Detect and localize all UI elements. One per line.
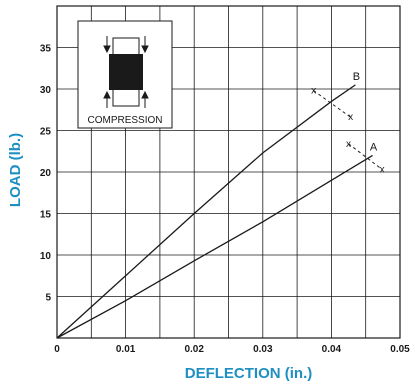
y-tick-label: 30 [40,85,52,96]
x-tick-label: 0.05 [390,344,410,355]
y-tick-label: 5 [45,293,51,304]
y-tick-label: 10 [40,251,52,262]
specimen-block [109,54,143,90]
series-label-a: A [370,141,378,153]
break-marker: x [348,112,353,123]
x-tick-label: 0 [54,344,60,355]
inset-label: COMPRESSION [87,115,162,126]
plot-frame [56,5,401,339]
marker-layer: x x x x [311,86,385,176]
ticks-layer: 0 0.01 0.02 0.03 0.04 0.05 5 10 15 20 25 30 35 [40,44,410,356]
y-tick-label: 35 [40,44,52,55]
grid [57,6,400,338]
compression-inset: COMPRESSION [77,20,173,129]
series-line-b [56,84,356,339]
y-tick-label: 25 [40,127,52,138]
series-label-b: B [353,71,360,83]
x-tick-label: 0.03 [253,344,273,355]
break-dash-line [348,143,383,170]
y-tick-label: 20 [40,168,52,179]
break-dash-line [313,90,351,118]
x-tick-label: 0.02 [184,344,204,355]
x-tick-label: 0.04 [322,344,342,355]
down-arrow-icon [103,36,149,54]
up-arrow-icon [103,90,149,108]
series-layer: AB [56,71,378,339]
break-marker: x [346,139,351,150]
break-marker: x [311,86,316,97]
y-axis-title: LOAD (lb.) [7,133,24,207]
y-tick-label: 15 [40,210,52,221]
x-tick-label: 0.01 [116,344,136,355]
break-marker: x [380,165,385,176]
series-line-a [56,154,373,339]
x-axis-title: DEFLECTION (in.) [185,365,313,382]
